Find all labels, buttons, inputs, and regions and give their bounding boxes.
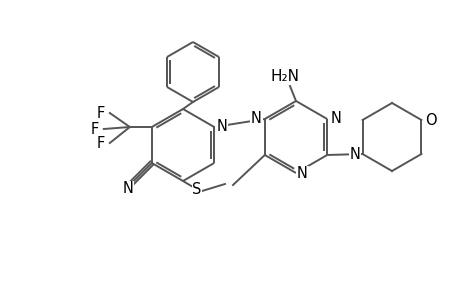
Text: N: N (330, 110, 340, 125)
Text: N: N (216, 118, 227, 134)
Text: S: S (192, 182, 201, 196)
Text: N: N (297, 167, 307, 182)
Text: F: F (90, 122, 99, 136)
Text: N: N (349, 146, 360, 161)
Text: F: F (96, 136, 105, 151)
Text: F: F (96, 106, 105, 121)
Text: O: O (425, 112, 436, 128)
Text: N: N (122, 181, 133, 196)
Text: H₂N: H₂N (270, 68, 299, 83)
Text: N: N (251, 110, 261, 125)
